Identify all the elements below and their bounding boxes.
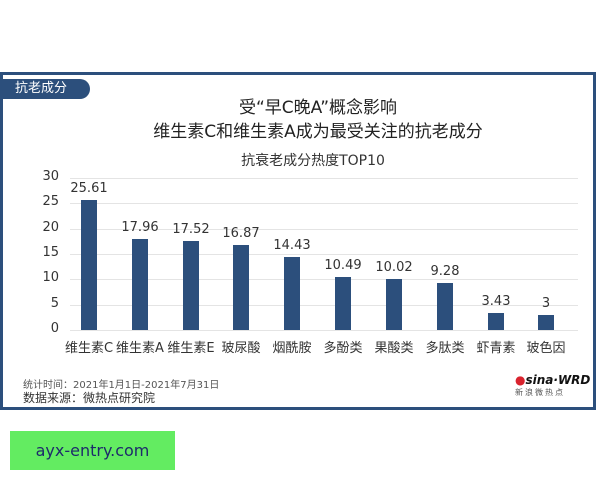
y-tick-label: 30 <box>42 169 59 184</box>
bar-value-label: 17.52 <box>172 222 210 238</box>
gridline <box>70 254 578 255</box>
x-category-label: 虾青素 <box>476 341 516 356</box>
x-category-label: 玻尿酸 <box>221 341 261 356</box>
bar-value-label: 14.43 <box>273 237 311 253</box>
bar-value-label: 16.87 <box>222 225 260 241</box>
watermark-link[interactable]: ayx-entry.com <box>10 431 175 470</box>
bar <box>132 239 148 330</box>
logo-subtitle: 新浪微热点 <box>515 388 565 397</box>
bar-value-label: 3 <box>541 295 551 311</box>
logo-wordmark: ●sina·WRD <box>515 373 591 387</box>
bar <box>284 256 300 330</box>
bar <box>335 276 351 330</box>
bar-value-label: 10.02 <box>375 260 413 276</box>
y-tick-label: 5 <box>50 295 59 311</box>
bar <box>81 200 97 330</box>
y-tick-label: 25 <box>42 194 59 210</box>
bar <box>538 314 554 330</box>
bar-value-label: 25.61 <box>70 181 108 197</box>
x-category-label: 多酚类 <box>323 341 363 356</box>
x-category-label: 烟酰胺 <box>272 341 312 356</box>
data-source: 数据来源：微热点研究院 <box>23 391 156 405</box>
gridline <box>70 330 578 331</box>
bar-chart: 0 5 10 15 20 25 30 25.61 维生素C 17.96 维生素A 17.52 维生素E 1… <box>3 75 593 407</box>
gridline <box>70 203 578 205</box>
x-category-label: 维生素E <box>167 341 215 356</box>
bar-value-label: 9.28 <box>430 263 460 279</box>
y-tick-label: 0 <box>50 321 59 336</box>
x-category-label: 果酸类 <box>374 341 414 356</box>
bar-value-label: 3.43 <box>481 293 511 309</box>
bar <box>488 312 504 330</box>
infographic-frame: 抗老成分 受“早C晚A”概念影响 维生素C和维生素A成为最受关注的抗老成分 抗衰… <box>0 72 596 410</box>
headline-line-1: 受“早C晚A”概念影响 <box>238 98 397 118</box>
y-tick-label: 10 <box>42 270 59 286</box>
x-category-label: 维生素A <box>116 341 164 356</box>
bar-value-label: 17.96 <box>121 220 159 235</box>
bar-value-label: 10.49 <box>324 257 362 273</box>
x-category-label: 玻色因 <box>526 341 566 356</box>
category-tag: 抗老成分 <box>3 79 90 99</box>
sina-wrd-logo: ●sina·WRD 新浪微热点 <box>515 373 591 403</box>
y-tick-label: 20 <box>42 219 59 235</box>
headline-line-2: 维生素C和维生素A成为最受关注的抗老成分 <box>153 122 483 142</box>
bar <box>437 282 453 330</box>
gridline <box>70 228 578 230</box>
gridline <box>70 304 578 306</box>
gridline <box>70 178 578 179</box>
chart-title: 抗衰老成分热度TOP10 <box>241 153 385 169</box>
bar <box>386 279 402 330</box>
x-category-label: 维生素C <box>64 341 114 356</box>
x-category-label: 多肽类 <box>425 341 465 356</box>
y-tick-label: 15 <box>42 245 59 260</box>
stat-period: 统计时间：2021年1月1日-2021年7月31日 <box>23 380 220 391</box>
gridline <box>70 279 578 281</box>
bar <box>233 244 249 330</box>
bar <box>183 241 199 330</box>
